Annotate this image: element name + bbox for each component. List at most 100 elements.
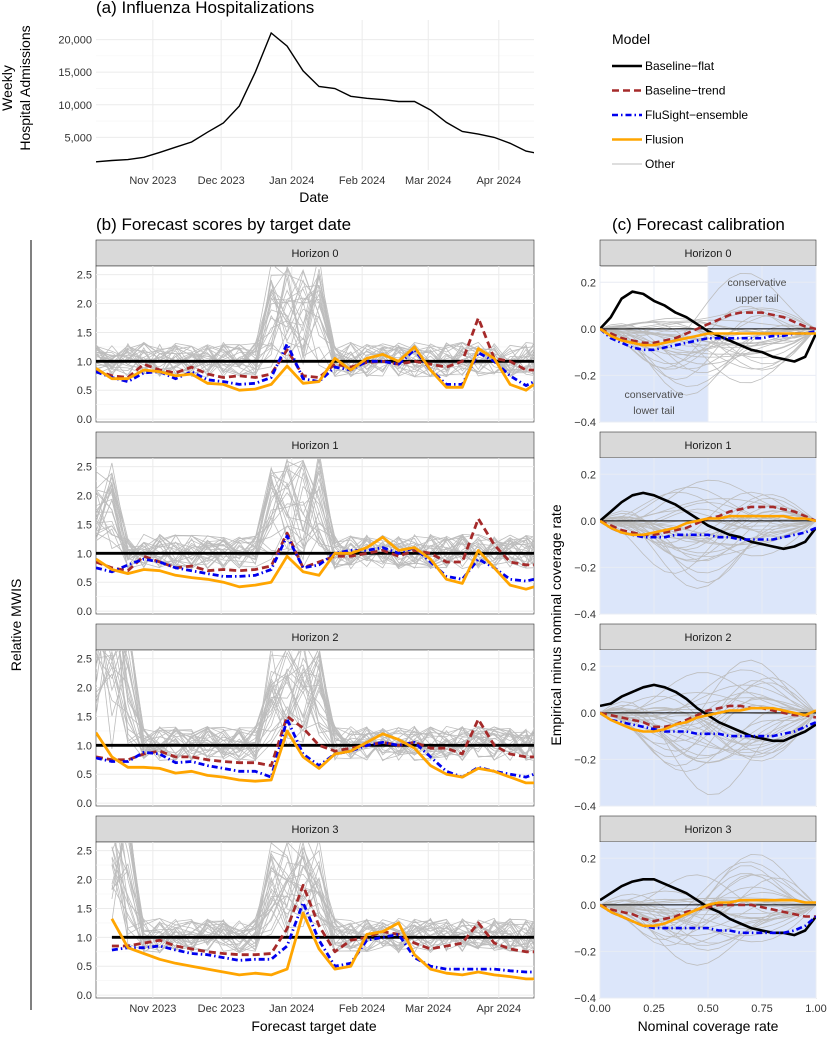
other-model-line	[130, 842, 534, 954]
a-ytick-label: 20,000	[58, 35, 92, 47]
b-ytick-label: 0.5	[77, 577, 92, 589]
b-ytick-label: 0.0	[77, 990, 92, 1002]
annot-lower-2: lower tail	[633, 405, 674, 417]
other-model-line	[111, 842, 534, 953]
b-ytick-label: 0.5	[77, 385, 92, 397]
c-xlabel: Nominal coverage rate	[638, 1018, 779, 1034]
b-ytick-label: 1.0	[77, 740, 92, 752]
legend: Model Baseline−flat Baseline−trend FluSigh…	[612, 31, 748, 171]
c-ytick-label: 0.0	[581, 708, 596, 720]
series-flusight-ensemble-c0	[600, 327, 816, 352]
annot-lower-1: conservative	[625, 389, 684, 401]
scores-panel-horizon-1: Horizon 1 0.0 0.5 1.0 1.5 2.0 2.5	[77, 431, 535, 618]
series-baseline-trend-c3	[600, 903, 816, 923]
b-ytick-label: 1.5	[77, 327, 92, 339]
c-ytick-label: 0.0	[581, 900, 596, 912]
b-ytick-label: 2.0	[77, 299, 92, 311]
strip-b-label-2: Horizon 2	[291, 632, 338, 644]
annot-upper-1: conservative	[728, 277, 787, 289]
other-model-line	[600, 873, 816, 929]
c-ytick-label: 0.0	[581, 324, 596, 336]
b-ytick-label: 0.5	[77, 769, 92, 781]
c-ytick-label: −0.4	[574, 993, 596, 1005]
other-model-line	[96, 650, 534, 760]
title-c: (c) Forecast calibration	[612, 215, 785, 234]
other-model-line	[96, 285, 534, 378]
other-model-line	[124, 650, 534, 759]
b-ytick-label: 0.0	[77, 414, 92, 426]
other-model-line	[111, 842, 534, 952]
series-flusight-ensemble-c2	[600, 711, 816, 738]
a-plot-background	[96, 20, 534, 170]
hospitalizations-line	[96, 31, 534, 163]
a-ytick-label: 10,000	[58, 100, 92, 112]
other-model-line	[600, 514, 816, 574]
series-baseline-trend-h2	[96, 715, 534, 767]
scores-panels: Horizon 0 0.0 0.5 1.0 1.5 2.0 2.5 Horizon 1 0.0 0…	[77, 239, 535, 1015]
other-model-line	[600, 706, 816, 758]
other-model-line	[124, 842, 534, 950]
c-other-curves	[600, 479, 816, 589]
series-flusight-ensemble-c3	[600, 903, 816, 935]
other-model-line	[600, 659, 816, 745]
other-model-line	[600, 510, 816, 561]
calibration-panel-horizon-2: Horizon 2 −0.4 −0.2 0.0 0.2	[574, 623, 817, 813]
series-flusight-ensemble-h3	[111, 901, 534, 974]
calibration-panel-horizon-3: Horizon 3 −0.4 −0.2 0.0 0.2 0.00 0.25 0.50 0.75 1…	[574, 815, 827, 1015]
legend-label-baseline-flat: Baseline−flat	[645, 59, 715, 73]
c-ytick-label: 0.2	[581, 469, 596, 481]
other-model-line	[600, 505, 816, 543]
other-model-line	[96, 488, 534, 569]
legend-label-flusion: Flusion	[645, 133, 684, 147]
strip-b-2	[95, 623, 535, 651]
other-model-line	[96, 470, 534, 570]
other-model-line	[111, 846, 534, 953]
series-flusion-h3	[110, 911, 534, 981]
other-model-line	[600, 672, 816, 716]
annot-upper-2: upper tail	[735, 293, 778, 305]
b-other-curves	[111, 842, 534, 954]
b-ytick-label: 1.5	[77, 711, 92, 723]
strip-c-label-1: Horizon 1	[684, 440, 731, 452]
other-model-line	[101, 650, 534, 759]
strip-b-label-3: Horizon 3	[291, 824, 338, 836]
series-flusion-h1	[96, 535, 534, 591]
c-ytick-label: 0.2	[581, 661, 596, 673]
other-model-line	[103, 650, 534, 754]
other-model-line	[600, 904, 816, 916]
series-flusion-h2	[96, 729, 534, 785]
c-ytick-label: −0.4	[574, 801, 596, 813]
series-baseline-flat-c0	[600, 290, 816, 363]
b-xtick-label: Mar 2024	[405, 1003, 451, 1015]
c-xtick-label: 0.25	[643, 1003, 664, 1015]
b-ytick-label: 2.0	[77, 491, 92, 503]
series-baseline-trend-c0	[600, 311, 816, 345]
strip-b-label-1: Horizon 1	[291, 440, 338, 452]
b-xtick-label: Dec 2023	[198, 1003, 245, 1015]
series-baseline-trend-c2	[600, 704, 816, 729]
c-ytick-label: 0.2	[581, 277, 596, 289]
b-xtick-label: Nov 2023	[129, 1003, 176, 1015]
other-model-line	[96, 274, 534, 376]
b-ytick-label: 1.0	[77, 932, 92, 944]
calibration-panel-horizon-1: Horizon 1 −0.4 −0.2 0.0 0.2	[574, 431, 817, 621]
legend-title: Model	[612, 31, 650, 47]
other-model-line	[600, 520, 816, 558]
title-a: (a) Influenza Hospitalizations	[96, 0, 314, 17]
scores-panel-horizon-3: Horizon 3 0.0 0.5 1.0 1.5 2.0 2.5 Nov 2023 Dec 2…	[77, 815, 535, 1015]
other-model-line	[600, 697, 816, 714]
other-model-line	[600, 323, 816, 373]
other-model-line	[600, 874, 816, 947]
other-model-line	[600, 486, 816, 523]
c-xtick-label: 0.00	[589, 1003, 610, 1015]
c-xtick-label: 0.50	[697, 1003, 718, 1015]
other-model-line	[600, 669, 816, 721]
series-baseline-trend-h0	[96, 316, 534, 379]
other-model-line	[96, 300, 534, 374]
legend-label-flusight-ensemble: FluSight−ensemble	[645, 108, 748, 122]
strip-c-2	[599, 623, 817, 651]
b-ytick-label: 1.0	[77, 548, 92, 560]
other-model-line	[600, 516, 816, 574]
other-model-line	[96, 266, 534, 377]
